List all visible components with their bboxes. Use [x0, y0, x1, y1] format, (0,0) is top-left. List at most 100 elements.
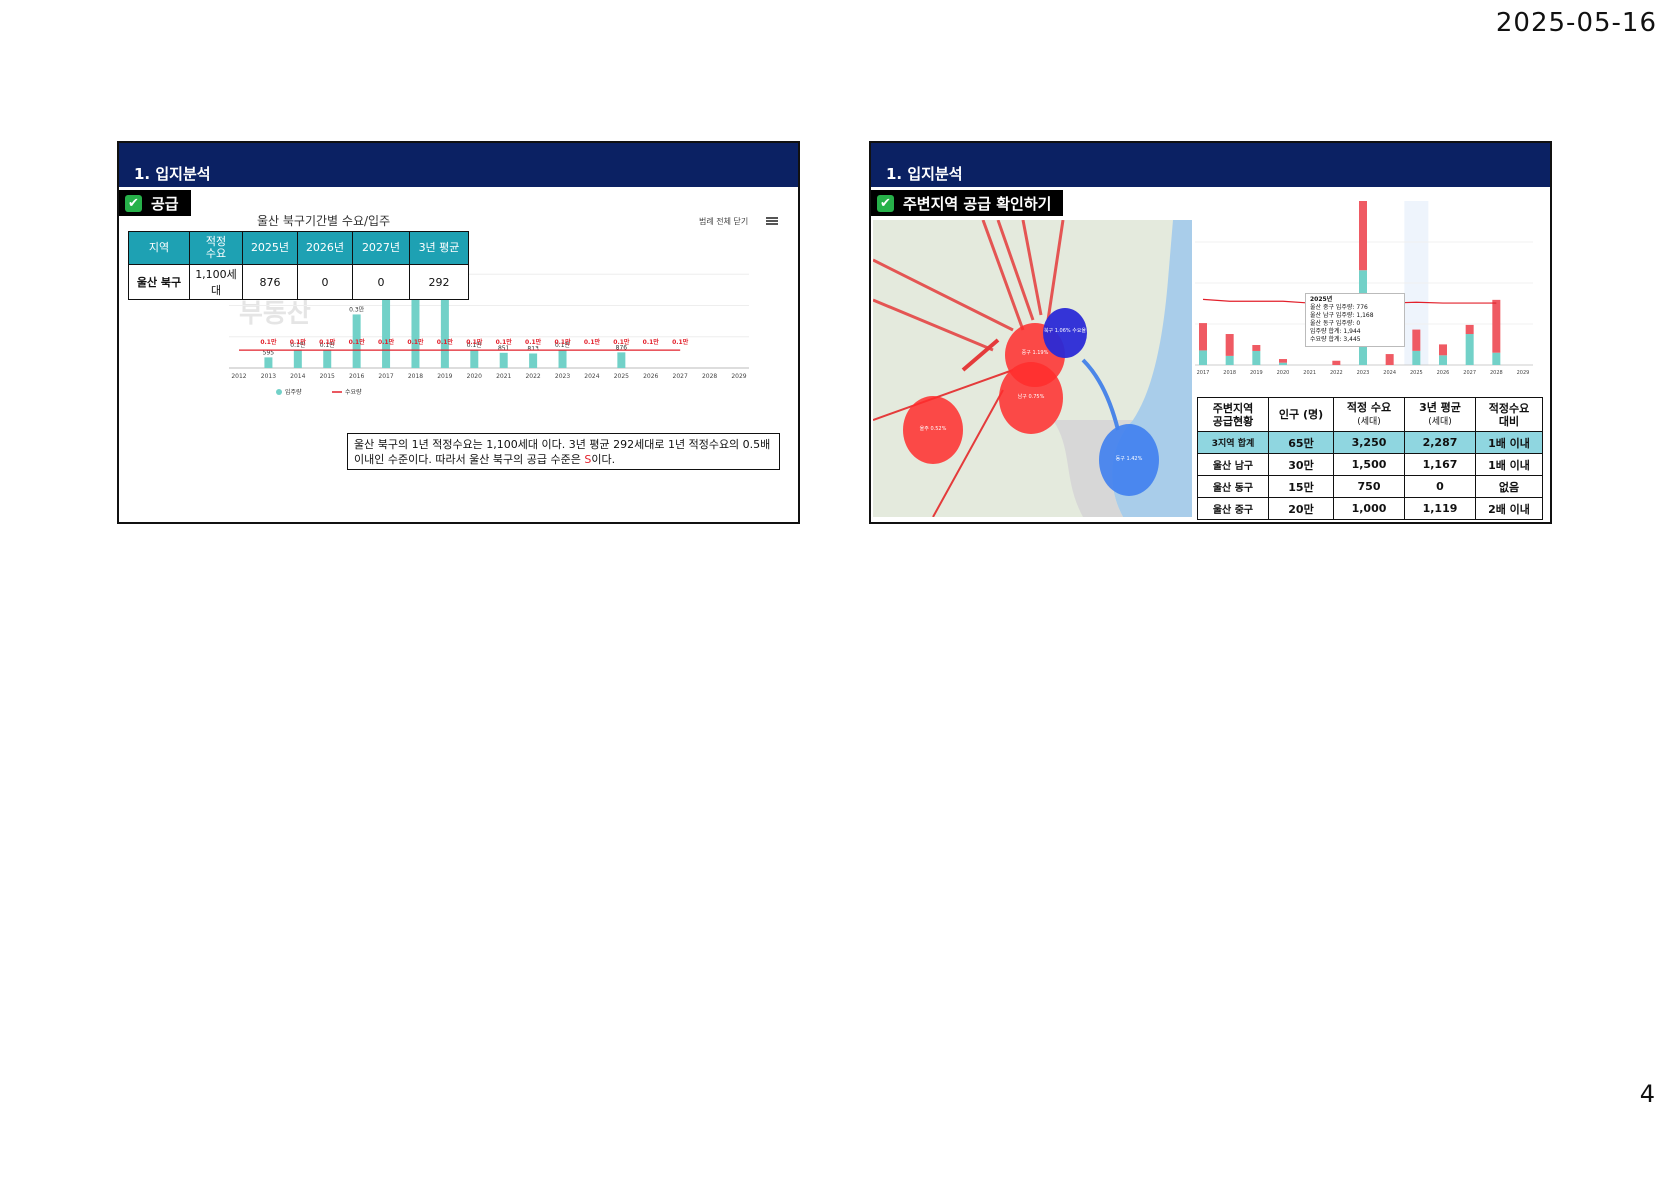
line-label: 0.1만	[643, 338, 660, 346]
table-cell: 30만	[1268, 453, 1334, 476]
table-row: 울산 남구 30만 1,500 1,167 1배 이내	[1197, 453, 1543, 476]
line-label: 0.1만	[437, 338, 454, 346]
table-cell: 없음	[1475, 475, 1543, 498]
bar	[411, 296, 420, 368]
x-tick-label: 2020	[1277, 370, 1290, 376]
bar	[499, 352, 508, 368]
x-tick-label: 2014	[290, 373, 305, 380]
bar-label: 0.1만	[467, 341, 483, 349]
check-icon: ✔	[877, 194, 894, 212]
bar	[529, 353, 538, 368]
chart-tooltip: 2025년 울산 중구 입주량: 776 울산 남구 입주량: 1,168 울산…	[1305, 293, 1405, 347]
bar	[293, 350, 302, 368]
table-header-row: 지역 적정 수요 2025년 2026년 2027년 3년 평균	[128, 231, 469, 265]
table-cell: 울산 중구	[1197, 497, 1269, 520]
table-cell: 1배 이내	[1475, 453, 1543, 476]
menu-icon[interactable]	[766, 217, 778, 225]
table-cell: 292	[409, 264, 469, 300]
x-tick-label: 2019	[1250, 370, 1263, 376]
check-icon: ✔	[125, 194, 142, 212]
table-header-cell: 3년 평균	[409, 231, 469, 265]
slide-header-title: 1. 입지분석	[134, 165, 211, 183]
stacked-bar-segment	[1385, 354, 1394, 365]
table-cell: 15만	[1268, 475, 1334, 498]
region-map[interactable]: 북구 1.06% 수요율 중구 1.19% 남구 0.75% 울주 0.52% …	[873, 220, 1192, 517]
map-graphic: 북구 1.06% 수요율 중구 1.19% 남구 0.75% 울주 0.52% …	[873, 220, 1192, 517]
bar-label: 813	[527, 345, 539, 352]
bar-label: 0.1만	[320, 341, 336, 349]
x-tick-label: 2018	[1223, 370, 1236, 376]
x-tick-label: 2019	[437, 373, 452, 380]
table-header-cell: 적정 수요 (세대)	[1333, 397, 1405, 432]
table-cell: 1,500	[1333, 453, 1405, 476]
map-bubble-ulju[interactable]	[903, 396, 963, 464]
map-label-nam: 남구 0.75%	[1018, 393, 1045, 400]
map-bubble-north[interactable]	[1043, 308, 1087, 358]
line-label: 0.1만	[613, 338, 630, 346]
table-cell: 20만	[1268, 497, 1334, 520]
bar	[440, 260, 449, 368]
x-tick-label: 2027	[673, 373, 688, 380]
line-label: 0.1만	[319, 338, 336, 346]
table-header-text: 적정수요 대비	[1488, 401, 1530, 428]
section-label: 주변지역 공급 확인하기	[903, 194, 1052, 213]
page-number: 4	[1639, 1080, 1655, 1108]
table-header-row: 주변지역 공급현황 인구 (명) 적정 수요 (세대) 3년 평균 (세대) 적정수…	[1197, 397, 1543, 432]
x-tick-label: 2015	[320, 373, 335, 380]
bar-label: 0.1만	[555, 341, 571, 349]
map-label-dong: 동구 1.42%	[1116, 456, 1143, 462]
table-header-cell: 2026년	[297, 231, 353, 265]
tooltip-line: 2025년	[1310, 296, 1333, 303]
x-tick-label: 2026	[643, 373, 658, 380]
stacked-bar-segment	[1252, 345, 1261, 351]
x-tick-label: 2029	[1517, 370, 1530, 376]
table-cell: 65만	[1268, 431, 1334, 454]
supply-table: 지역 적정 수요 2025년 2026년 2027년 3년 평균 울산 북구 1…	[128, 231, 469, 300]
table-cell: 0	[352, 264, 410, 300]
table-cell: 1배 이내	[1475, 431, 1543, 454]
table-header-text: 적정 수요	[1346, 400, 1392, 414]
map-bubble-dong[interactable]	[1099, 424, 1159, 496]
stacked-bar-segment	[1492, 352, 1501, 365]
line-label: 0.1만	[672, 338, 689, 346]
tooltip-line: 울산 남구 입주량: 1,168	[1310, 312, 1374, 319]
bar	[323, 350, 332, 368]
x-tick-label: 2017	[1197, 370, 1210, 376]
surrounding-supply-chart: 2017 2018 2019 2020 2021 2022 2023 2024 2025 2026…	[1195, 201, 1533, 376]
table-header-cell: 2025년	[242, 231, 298, 265]
slide-supply: 1. 입지분석 ✔ 공급 부동산 울산 북구기간별 수요/입주 범례 전체 닫기…	[117, 141, 800, 524]
table-header-cell: 적정수요 대비	[1475, 397, 1543, 432]
stacked-bar-segment	[1412, 350, 1421, 365]
table-cell: 1,000	[1333, 497, 1405, 520]
x-tick-label: 2029	[731, 373, 746, 380]
stacked-bar-segment	[1332, 360, 1341, 365]
x-tick-label: 2021	[1303, 370, 1316, 376]
table-header-cell: 주변지역 공급현황	[1197, 397, 1269, 432]
bar-label: 0.3만	[349, 305, 365, 313]
stacked-bar-segment	[1279, 359, 1287, 363]
legend-label: 수요량	[345, 389, 362, 396]
bar-label: 876	[616, 344, 628, 351]
stacked-bar-segment	[1465, 334, 1474, 365]
x-tick-label: 2024	[584, 373, 599, 380]
table-header-cell: 적정 수요	[189, 231, 243, 265]
caption-text-end: 이다.	[591, 453, 616, 466]
slide-header: 1. 입지분석	[871, 143, 1550, 187]
x-tick-label: 2018	[408, 373, 423, 380]
map-label-north: 북구 1.06% 수요율	[1044, 328, 1086, 334]
table-cell: 2,287	[1404, 431, 1476, 454]
x-tick-label: 2022	[525, 373, 540, 380]
stacked-bar-segment	[1225, 355, 1234, 365]
bar	[264, 357, 273, 368]
table-cell: 울산 남구	[1197, 453, 1269, 476]
line-label: 0.1만	[496, 338, 513, 346]
legend-close-button[interactable]: 범례 전체 닫기	[699, 217, 749, 226]
x-tick-label: 2023	[555, 373, 570, 380]
stacked-bar-segment	[1199, 350, 1207, 365]
table-cell: 0	[1404, 475, 1476, 498]
table-header-text: 인구 (명)	[1278, 408, 1324, 421]
table-header-subtext: (세대)	[1428, 416, 1452, 427]
table-header-text: 적정 수요	[205, 235, 227, 260]
x-tick-label: 2024	[1383, 370, 1396, 376]
x-tick-label: 2028	[702, 373, 717, 380]
